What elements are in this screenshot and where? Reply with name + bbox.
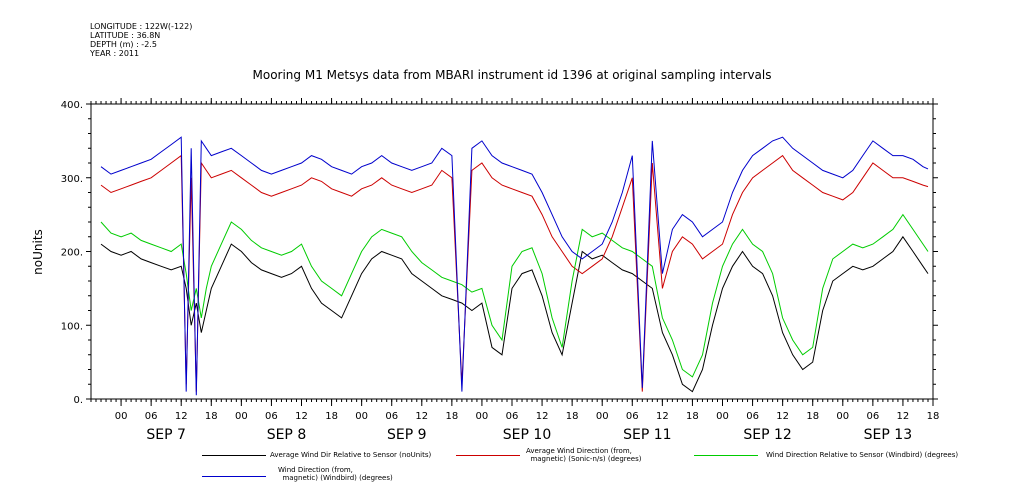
legend-label-avg-sonic: Average Wind Direction (from, magnetic) … [526,447,642,463]
series-line-2 [100,213,929,378]
y-tick-label: 100. [61,321,83,332]
x-day-label: SEP 12 [743,427,791,443]
x-tick-label: 12 [776,411,789,422]
x-tick-label: 00 [476,411,489,422]
x-day-label: SEP 11 [623,427,671,443]
x-tick-label: 12 [897,411,910,422]
x-tick-label: 06 [145,411,158,422]
x-tick-label: 18 [325,411,338,422]
y-axis-label: noUnits [31,229,45,275]
legend-swatch-blue [202,476,266,477]
x-tick-label: 18 [806,411,819,422]
x-tick-label: 12 [415,411,428,422]
x-tick-label: 00 [836,411,849,422]
y-tick-label: 0. [73,395,83,406]
x-day-label: SEP 9 [387,427,427,443]
legend-swatch-red [456,455,520,456]
y-tick-label: 200. [61,248,83,259]
x-tick-label: 00 [355,411,368,422]
metadata-year: YEAR : 2011 [90,49,140,58]
x-day-label: SEP 10 [503,427,551,443]
legend-label-windbird-mag: Wind Direction (from, magnetic) (Windbir… [278,466,393,482]
x-tick-label: 18 [205,411,218,422]
x-tick-label: 06 [746,411,759,422]
plot-area [90,103,934,400]
series-line-0 [100,235,929,393]
x-tick-label: 12 [295,411,308,422]
x-day-label: SEP 7 [146,427,186,443]
x-tick-label: 18 [927,411,940,422]
series-line-3 [100,136,929,396]
chart-title: Mooring M1 Metsys data from MBARI instru… [253,68,772,82]
x-tick-label: 12 [656,411,669,422]
x-tick-label: 00 [596,411,609,422]
x-tick-label: 00 [115,411,128,422]
x-tick-label: 18 [686,411,699,422]
x-tick-label: 00 [235,411,248,422]
legend-swatch-green [694,455,758,456]
x-tick-label: 06 [265,411,278,422]
x-tick-label: 18 [445,411,458,422]
x-day-label: SEP 8 [267,427,307,443]
legend-label-windbird-rel: Wind Direction Relative to Sensor (Windb… [766,451,959,459]
x-tick-label: 12 [175,411,188,422]
series-layer [100,136,929,396]
metadata-depth: DEPTH (m) : -2.5 [90,40,157,49]
x-tick-label: 06 [385,411,398,422]
x-tick-label: 00 [716,411,729,422]
legend-label-avg-rel: Average Wind Dir Relative to Sensor (noU… [270,451,432,459]
plot-metadata: LONGITUDE : 122W(-122) LATITUDE : 36.8N … [90,22,192,58]
x-tick-label: 06 [506,411,519,422]
y-tick-label: 400. [61,100,83,111]
x-day-label: SEP 13 [864,427,912,443]
x-tick-label: 18 [566,411,579,422]
plot-frame [90,103,934,400]
legend-swatch-black [202,455,266,456]
metadata-longitude: LONGITUDE : 122W(-122) [90,22,193,31]
x-tick-label: 06 [626,411,639,422]
x-tick-label: 12 [536,411,549,422]
series-line-1 [100,154,929,392]
metadata-latitude: LATITUDE : 36.8N [90,31,161,40]
axis-layer: 0. 100. 200. 300. 400. 00 06 12 18 00 06 12 18 00 06 12… [61,98,940,443]
x-tick-label: 06 [866,411,879,422]
y-tick-label: 300. [61,174,83,185]
